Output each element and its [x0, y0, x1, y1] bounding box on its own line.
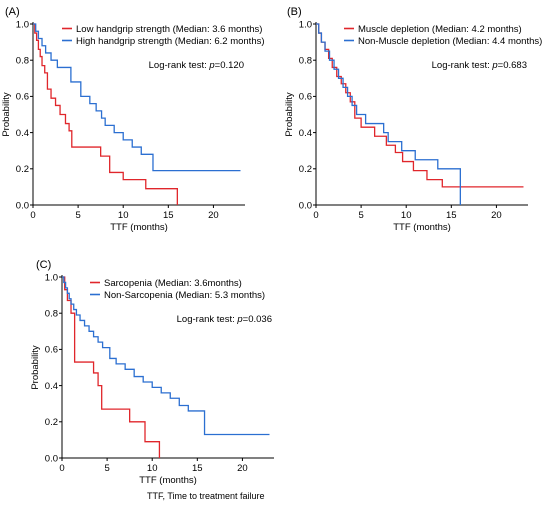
x-tick-label: 10 — [118, 210, 129, 221]
logrank-annotation: Log-rank test: p=0.120 — [149, 60, 244, 71]
x-tick-label: 0 — [313, 210, 318, 221]
panel-c: (C) 0.0 0.2 0.4 0.6 0.8 1.0 0 5 10 15 20 TTF (months… — [30, 259, 274, 486]
y-axis-title: Probability — [1, 92, 12, 137]
legend-entry: High handgrip strength (Median: 6.2 mont… — [76, 36, 265, 47]
x-tick-label: 15 — [446, 210, 457, 221]
logrank-annotation: Log-rank test: p=0.036 — [177, 314, 272, 325]
y-tick-label: 0.0 — [299, 200, 312, 211]
x-axis-title: TTF (months) — [393, 222, 451, 233]
y-tick-label: 0.2 — [299, 164, 312, 175]
x-tick-label: 20 — [237, 463, 248, 474]
legend-entry: Sarcopenia (Median: 3.6months) — [104, 278, 242, 289]
km-curve-red — [62, 276, 161, 458]
x-tick-label: 0 — [30, 210, 35, 221]
logrank-annotation: Log-rank test: p=0.683 — [432, 60, 527, 71]
y-tick-label: 0.6 — [299, 92, 312, 103]
x-tick-label: 20 — [491, 210, 502, 221]
km-curve-blue — [62, 276, 270, 436]
panel-a: (A) 0.0 0.2 0.4 0.6 0.8 1.0 0 5 10 15 20 TTF (months… — [1, 6, 265, 233]
x-tick-label: 10 — [401, 210, 412, 221]
y-tick-label: 0.0 — [16, 200, 29, 211]
y-tick-label: 0.6 — [16, 92, 29, 103]
km-curve-blue — [316, 23, 461, 205]
figure-caption: TTF, Time to treatment failure — [147, 491, 265, 501]
x-tick-label: 5 — [358, 210, 363, 221]
x-tick-label: 20 — [208, 210, 219, 221]
x-tick-label: 15 — [163, 210, 174, 221]
y-tick-label: 0.8 — [45, 309, 58, 320]
y-tick-label: 0.8 — [16, 56, 29, 67]
y-tick-label: 1.0 — [299, 19, 312, 30]
y-tick-label: 0.6 — [45, 345, 58, 356]
y-axis-title: Probability — [284, 92, 295, 137]
panel-b: (B) 0.0 0.2 0.4 0.6 0.8 1.0 0 5 10 15 20 TTF (months… — [284, 6, 542, 233]
panel-label: (C) — [36, 259, 51, 271]
y-tick-label: 0.0 — [45, 453, 58, 464]
y-axis-title: Probability — [30, 345, 41, 390]
x-tick-label: 0 — [59, 463, 64, 474]
y-tick-label: 0.8 — [299, 56, 312, 67]
y-tick-label: 1.0 — [16, 19, 29, 30]
legend-entry: Low handgrip strength (Median: 3.6 month… — [76, 24, 262, 35]
y-tick-label: 0.4 — [45, 381, 58, 392]
y-tick-label: 0.2 — [16, 164, 29, 175]
km-curve-blue — [33, 23, 241, 172]
x-tick-label: 5 — [104, 463, 109, 474]
km-curve-red — [33, 23, 178, 205]
km-curve-red — [316, 23, 524, 188]
legend-entry: Non-Muscle depletion (Median: 4.4 months… — [358, 36, 542, 47]
panel-label: (A) — [5, 6, 20, 18]
x-tick-label: 10 — [147, 463, 158, 474]
legend-entry: Non-Sarcopenia (Median: 5.3 months) — [104, 290, 265, 301]
y-tick-label: 0.4 — [299, 128, 312, 139]
legend-entry: Muscle depletion (Median: 4.2 months) — [358, 24, 522, 35]
y-tick-label: 0.4 — [16, 128, 29, 139]
x-tick-label: 15 — [192, 463, 203, 474]
x-axis-title: TTF (months) — [139, 475, 197, 486]
x-axis-title: TTF (months) — [110, 222, 168, 233]
y-tick-label: 0.2 — [45, 417, 58, 428]
y-tick-label: 1.0 — [45, 272, 58, 283]
panel-label: (B) — [287, 6, 302, 18]
x-tick-label: 5 — [75, 210, 80, 221]
